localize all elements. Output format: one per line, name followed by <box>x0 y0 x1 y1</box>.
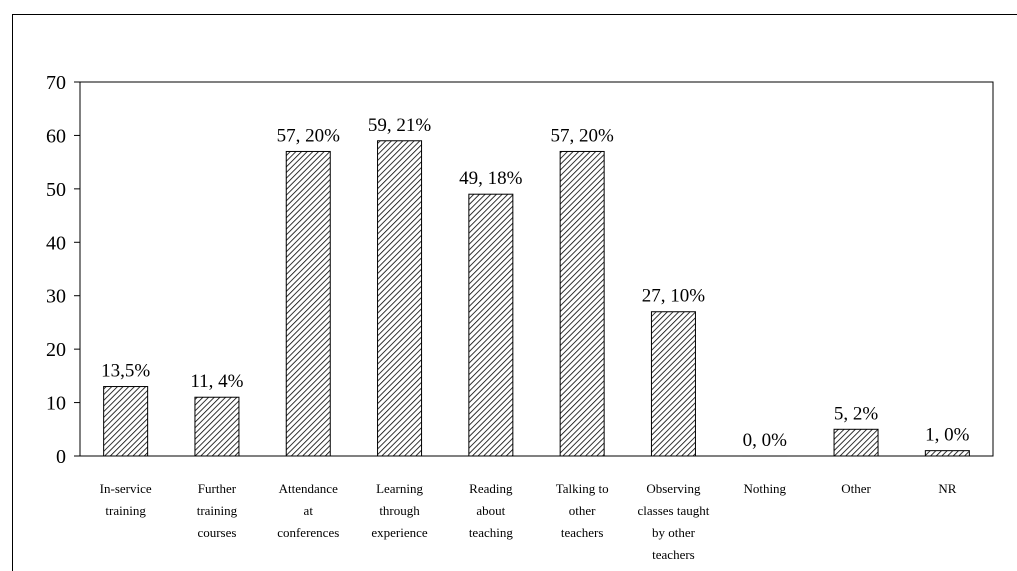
bar <box>194 396 240 457</box>
bar <box>468 193 514 457</box>
bar <box>924 450 970 457</box>
y-tick-label: 40 <box>46 232 66 254</box>
x-category-label: training <box>197 503 238 518</box>
bar <box>377 140 423 457</box>
x-category-label: Observing <box>646 481 701 496</box>
x-category-label: classes taught <box>638 503 710 518</box>
bar <box>559 150 605 457</box>
y-tick-label: 50 <box>46 179 66 201</box>
y-tick-label: 70 <box>46 72 66 94</box>
x-category-label: Reading <box>469 481 513 496</box>
x-category-label: conferences <box>277 525 339 540</box>
x-category-label: NR <box>938 481 956 496</box>
chart-frame <box>12 14 1017 571</box>
x-category-label: courses <box>197 525 236 540</box>
x-category-label: by other <box>652 525 696 540</box>
x-category-label: Attendance <box>279 481 338 496</box>
x-category-label: Other <box>841 481 871 496</box>
y-tick-label: 30 <box>46 286 66 308</box>
x-category-label: Talking to <box>556 481 609 496</box>
data-label: 0, 0% <box>743 430 788 451</box>
x-category-label: teachers <box>652 547 695 562</box>
x-category-label: through <box>379 503 420 518</box>
data-label: 1, 0% <box>925 425 970 446</box>
data-label: 57, 20% <box>277 125 341 146</box>
y-axis: 0 10 20 30 40 50 60 70 <box>46 72 80 468</box>
bar <box>650 311 696 457</box>
data-label: 5, 2% <box>834 403 879 424</box>
plot-area <box>79 81 994 457</box>
x-category-label: Further <box>198 481 237 496</box>
data-label: 11, 4% <box>190 371 243 392</box>
x-category-label: experience <box>371 525 428 540</box>
x-category-label: teaching <box>469 525 514 540</box>
x-axis-labels: In-service training Further training courses… <box>100 481 957 562</box>
x-category-label: training <box>105 503 146 518</box>
bar <box>285 150 331 457</box>
x-category-label: at <box>304 503 314 518</box>
x-category-label: other <box>569 503 596 518</box>
y-tick-label: 20 <box>46 339 66 361</box>
data-label: 13,5% <box>101 361 150 382</box>
data-label: 27, 10% <box>642 286 706 307</box>
x-category-label: about <box>476 503 505 518</box>
bar <box>103 386 149 457</box>
bars <box>103 140 970 457</box>
y-tick-label: 10 <box>46 393 66 415</box>
data-labels: 13,5% 11, 4% 57, 20% 59, 21% 49, 18% 57, 20% 2… <box>101 115 970 451</box>
data-label: 57, 20% <box>550 125 614 146</box>
x-category-label: Learning <box>376 481 423 496</box>
x-category-label: Nothing <box>743 481 786 496</box>
bar <box>833 428 879 457</box>
x-category-label: teachers <box>561 525 604 540</box>
y-tick-label: 0 <box>56 446 66 468</box>
y-tick-label: 60 <box>46 125 66 147</box>
data-label: 49, 18% <box>459 168 523 189</box>
data-label: 59, 21% <box>368 115 432 136</box>
x-category-label: In-service <box>100 481 152 496</box>
